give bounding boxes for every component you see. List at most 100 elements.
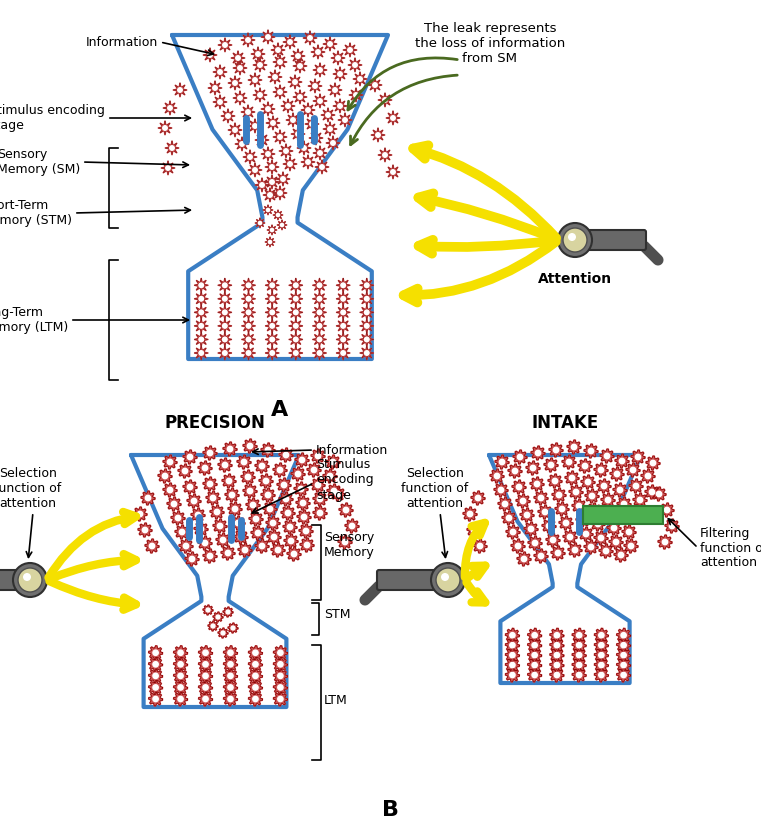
Polygon shape [203,48,217,62]
Circle shape [621,663,626,667]
Polygon shape [299,524,313,538]
Polygon shape [174,692,187,706]
Circle shape [554,632,559,638]
Polygon shape [263,188,277,202]
Circle shape [510,653,515,658]
Polygon shape [172,35,388,359]
Polygon shape [203,549,217,563]
Circle shape [436,568,460,592]
Polygon shape [572,638,586,652]
Circle shape [191,498,196,504]
Polygon shape [224,645,237,660]
Circle shape [253,516,259,522]
Polygon shape [517,552,531,566]
Circle shape [142,527,148,532]
Polygon shape [512,480,526,494]
Circle shape [187,484,193,490]
Polygon shape [323,122,337,136]
Polygon shape [371,128,385,142]
Circle shape [278,191,282,195]
Polygon shape [652,487,666,501]
Circle shape [153,673,158,678]
Circle shape [441,573,449,581]
Circle shape [270,283,275,287]
Circle shape [588,448,594,454]
Polygon shape [198,536,212,550]
Circle shape [282,482,287,487]
Polygon shape [291,49,305,63]
Circle shape [349,523,355,528]
Polygon shape [313,305,326,319]
Polygon shape [241,278,256,292]
Circle shape [242,547,247,553]
Circle shape [298,486,304,491]
Circle shape [535,450,540,455]
Circle shape [199,296,203,301]
Polygon shape [175,525,189,539]
Polygon shape [559,516,573,530]
Polygon shape [194,305,209,319]
Circle shape [285,104,290,108]
Polygon shape [210,505,224,519]
Polygon shape [233,91,247,105]
Circle shape [656,491,661,496]
Circle shape [207,554,212,559]
Polygon shape [378,148,392,162]
Text: Information: Information [86,35,158,48]
Polygon shape [271,543,285,557]
Polygon shape [534,491,548,505]
Circle shape [554,653,559,658]
Polygon shape [203,446,217,460]
Polygon shape [311,478,325,492]
Circle shape [318,151,322,156]
Text: INTAKE: INTAKE [531,414,599,432]
Polygon shape [224,669,237,683]
Circle shape [272,75,277,79]
Polygon shape [222,474,236,488]
Polygon shape [213,519,227,533]
Polygon shape [265,237,275,247]
Circle shape [390,170,395,174]
Polygon shape [534,549,548,563]
Polygon shape [603,507,617,521]
Polygon shape [194,522,208,536]
Polygon shape [576,513,590,527]
Circle shape [180,529,185,535]
Circle shape [203,696,209,702]
Circle shape [328,127,333,131]
Circle shape [294,337,298,342]
Circle shape [599,672,604,677]
Circle shape [149,543,154,549]
Circle shape [603,549,609,554]
Polygon shape [228,123,242,137]
Circle shape [199,527,204,532]
Circle shape [524,513,530,518]
Circle shape [306,160,310,165]
Circle shape [568,233,576,241]
Polygon shape [199,669,212,683]
Circle shape [199,351,203,355]
Polygon shape [613,483,627,497]
Circle shape [228,662,233,667]
Circle shape [167,459,173,464]
Polygon shape [291,127,305,141]
Polygon shape [187,494,201,508]
Text: Filtering
function of
attention: Filtering function of attention [700,527,761,569]
Polygon shape [326,136,340,150]
Polygon shape [313,292,326,305]
Circle shape [271,120,275,125]
Circle shape [256,52,260,57]
Circle shape [178,696,183,702]
Circle shape [23,573,31,581]
Polygon shape [360,292,374,305]
Polygon shape [594,463,608,477]
Circle shape [283,452,288,458]
Polygon shape [616,648,631,662]
Circle shape [533,541,538,545]
Circle shape [223,337,227,342]
Circle shape [328,42,333,46]
Polygon shape [294,482,308,496]
Circle shape [259,221,262,224]
Circle shape [498,487,504,493]
Polygon shape [568,543,582,557]
